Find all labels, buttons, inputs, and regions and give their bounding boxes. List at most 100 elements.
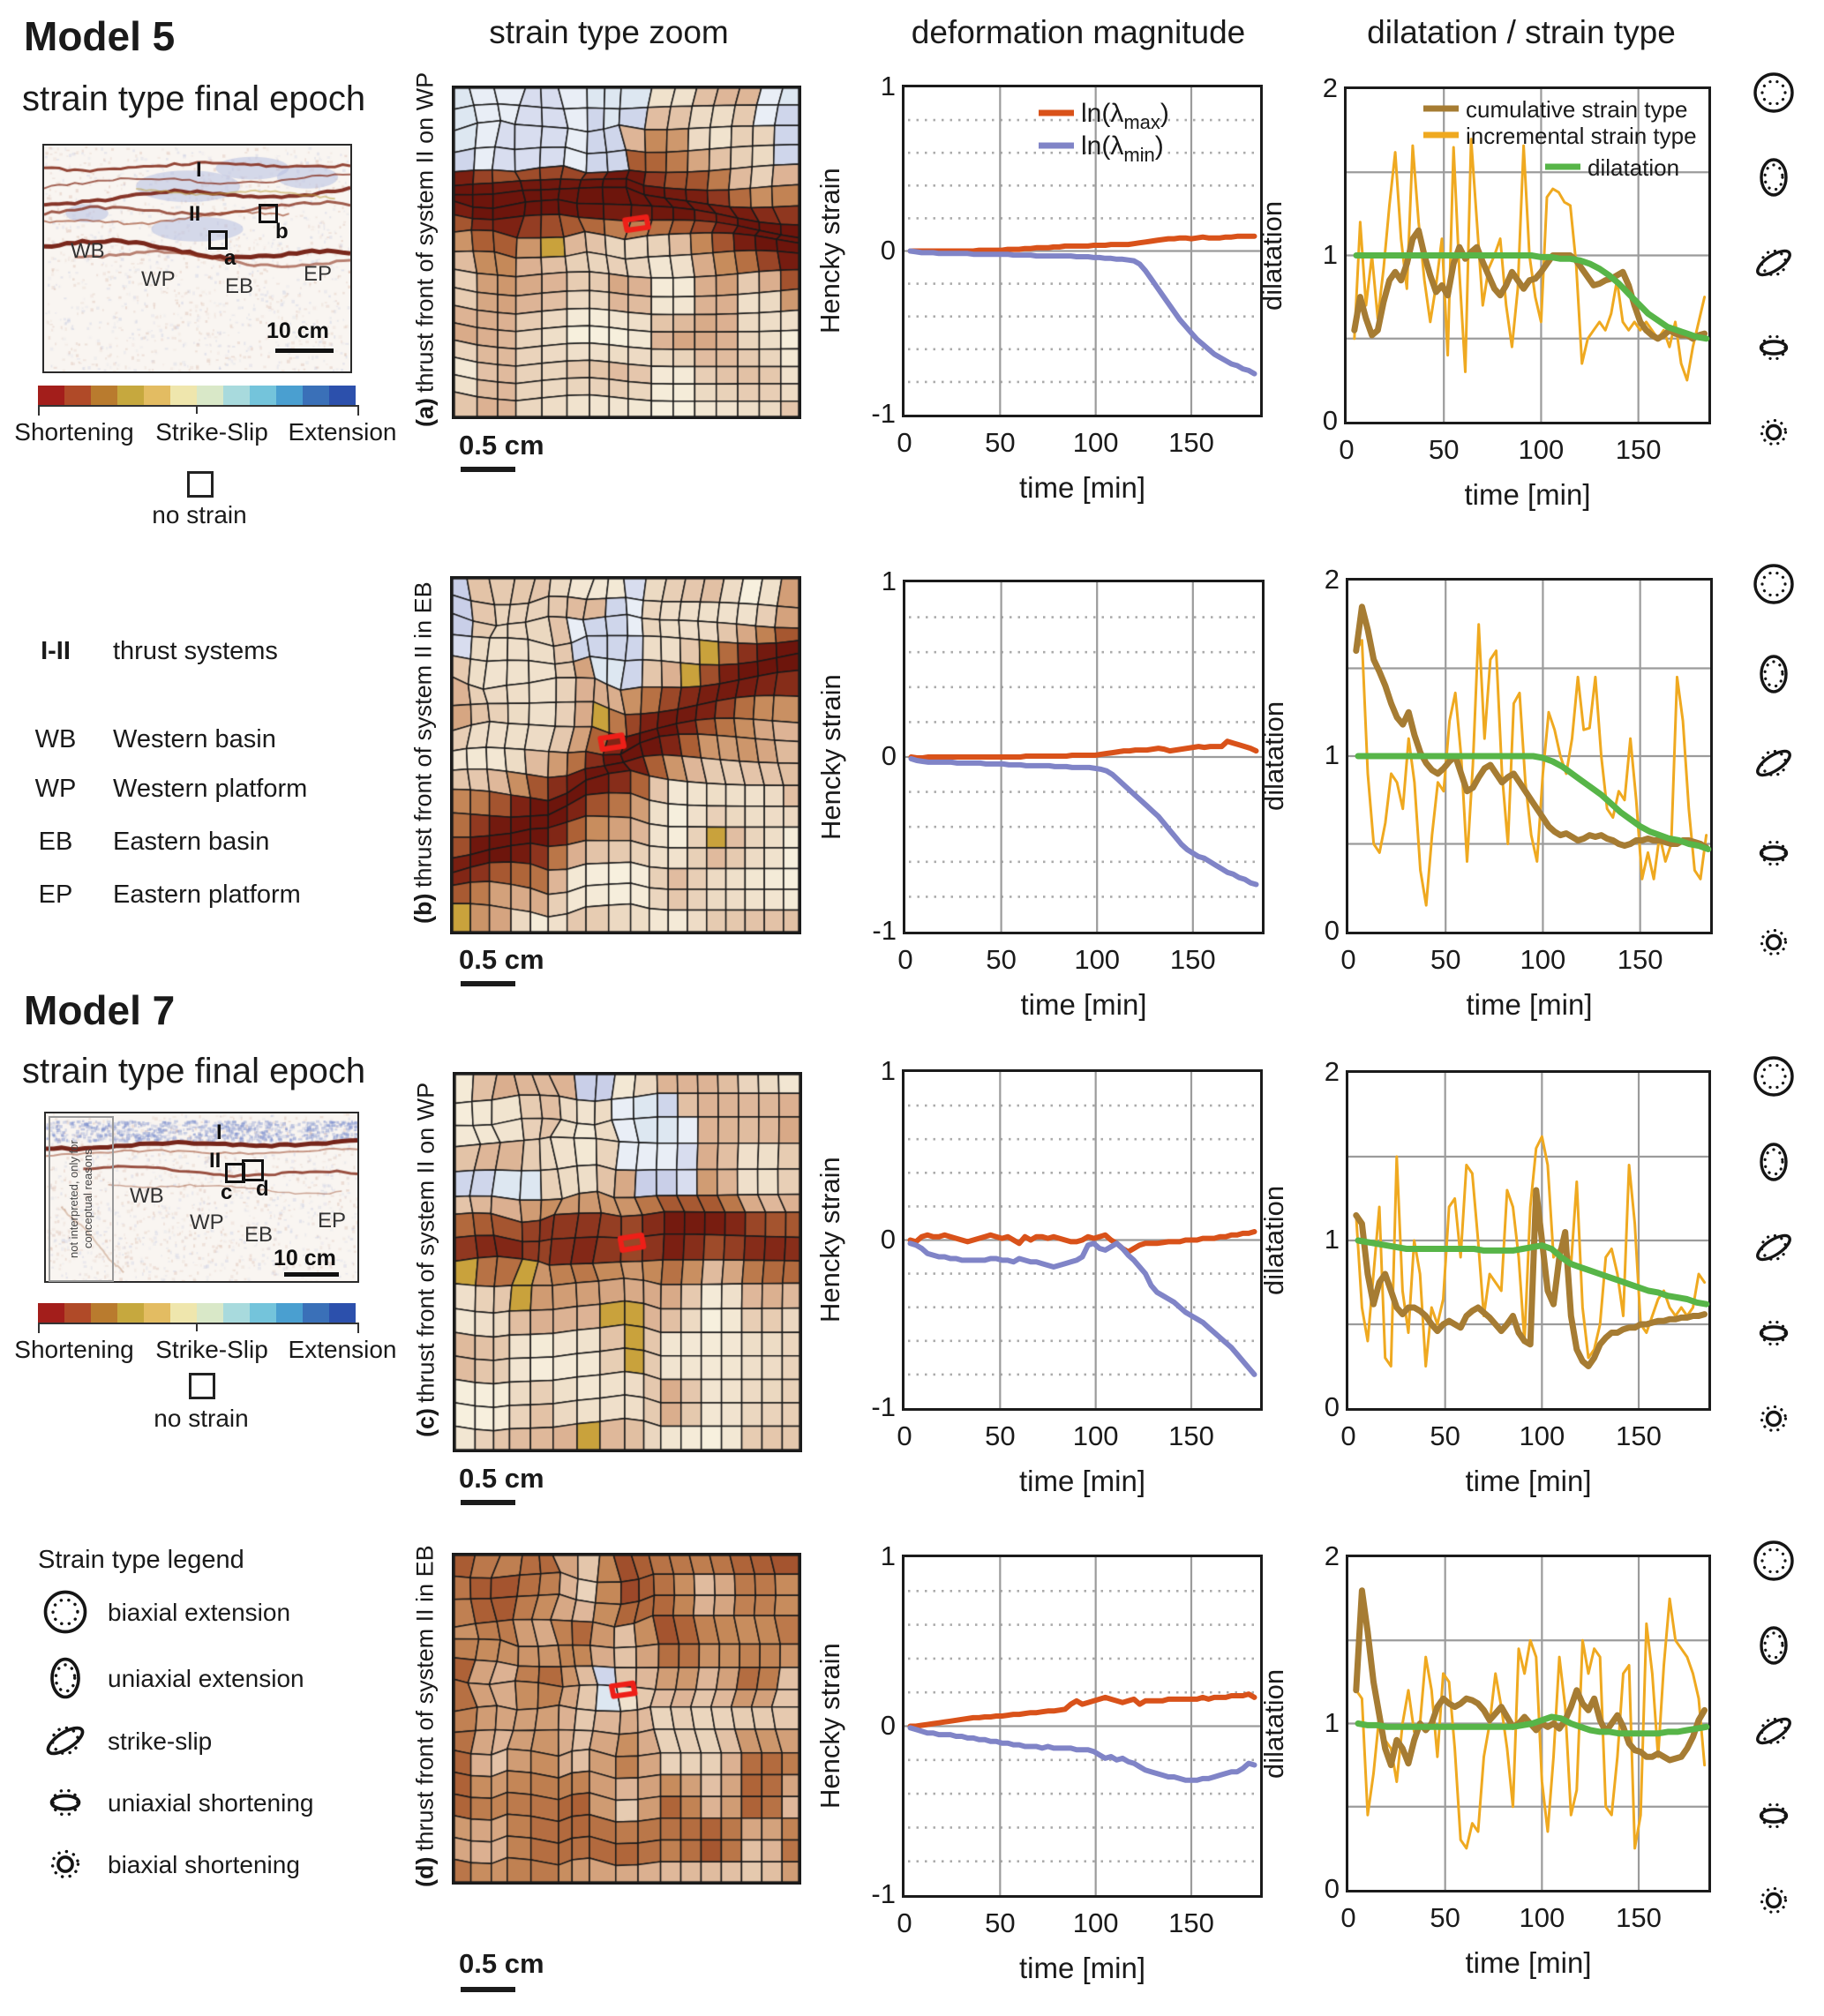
scale-10cm-bar	[284, 1272, 339, 1277]
uniaxial-extension-icon	[1749, 1137, 1798, 1187]
biaxial-extension-icon	[1749, 559, 1798, 609]
y-tick: 1	[881, 566, 897, 596]
series-ln-lambda-min	[907, 1240, 1257, 1377]
y-tick: 1	[1324, 739, 1340, 770]
mesh-canvas	[453, 579, 799, 932]
no-strain-square	[187, 471, 214, 498]
wb-label: WB	[71, 239, 105, 263]
dilatation-chart-b: 2 1 0 0 50 100 150 dilatation time [min]	[1258, 564, 1713, 1021]
model7-strain-map: not interpreted, only for conceptual rea…	[44, 1112, 359, 1283]
scale-10cm-label: 10 cm	[274, 1246, 336, 1270]
no-strain-label: no strain	[154, 1405, 249, 1432]
x-tick: 50	[1430, 1420, 1460, 1451]
legend-label: incremental strain type	[1466, 123, 1697, 149]
colorbar-shortening-label: Shortening	[14, 418, 134, 446]
y-tick: 0	[880, 1223, 896, 1255]
colorbar-segment	[276, 386, 303, 405]
x-tick: 100	[1519, 1420, 1565, 1451]
colorbar-segment	[144, 386, 170, 405]
series-dilatation	[1355, 753, 1712, 852]
uniaxial-shortening-icon	[1749, 1791, 1798, 1840]
y-tick: 2	[1324, 1056, 1340, 1087]
panel-a-tag: (a) thrust front of system II on WP	[411, 71, 439, 428]
scale-05cm-label-b: 0.5 cm	[459, 944, 544, 975]
series-cumulative-strain-type	[1351, 227, 1708, 342]
series-ln-lambda-max	[907, 1691, 1257, 1729]
y-tick: -1	[871, 398, 896, 429]
abbrev-key-wp: WP	[34, 775, 77, 803]
chart-plot-dil-b	[1348, 581, 1712, 932]
eb-label: EB	[244, 1223, 274, 1247]
y-tick: -1	[872, 915, 897, 946]
dilatation-chart-d: 2 1 0 0 50 100 150 dilatation time [min]	[1258, 1540, 1711, 1979]
x-tick: 100	[1072, 1420, 1119, 1451]
strike-slip-label: strike-slip	[108, 1727, 213, 1755]
x-tick: 150	[1169, 944, 1216, 975]
uniaxial-extension-icon	[1749, 649, 1798, 699]
x-tick: 0	[1340, 1902, 1356, 1933]
chart-plot-def-d	[904, 1557, 1260, 1895]
x-axis-label: time [min]	[1020, 988, 1147, 1021]
chart-plot-def-b	[905, 582, 1262, 932]
panel-d-tag: (d) thrust front of system II in EB	[411, 1545, 439, 1887]
y-tick: 1	[1324, 1224, 1340, 1255]
abbrev-key-wb: WB	[34, 725, 77, 753]
x-tick: 50	[986, 944, 1017, 975]
deformation-chart-d: 1 0 -1 0 50 100 150 Hencky strain time [min]	[814, 1540, 1263, 1984]
colorbar-midtick	[196, 405, 198, 414]
strike-slip-icon	[1749, 238, 1798, 288]
scale-05cm-label-c: 0.5 cm	[459, 1463, 544, 1494]
colorbar-extension-label: Extension	[288, 418, 397, 446]
panel-b-tag: (b) thrust front of system II in EB	[409, 581, 437, 924]
x-tick: 150	[1168, 1420, 1214, 1451]
chart-plot-def-c	[904, 1072, 1260, 1408]
x-tick: 0	[1340, 1420, 1356, 1451]
strain-zoom-mesh-a	[452, 86, 801, 419]
colorbar-segment	[329, 1303, 356, 1323]
panel-c-tag: (c) thrust front of system II on WP	[412, 1082, 439, 1437]
chart-plot-dil-c	[1348, 1073, 1710, 1408]
x-tick: 50	[985, 1907, 1016, 1938]
x-tick: 0	[1340, 944, 1356, 975]
y-tick: 0	[880, 234, 896, 266]
x-tick: 150	[1615, 434, 1662, 465]
y-tick: 0	[1324, 915, 1340, 946]
x-tick: 100	[1072, 427, 1119, 458]
colorbar-midtick	[196, 1323, 198, 1331]
abbrev-key-thrust: I-II	[41, 637, 71, 665]
biaxial-shortening-icon	[1749, 1876, 1798, 1925]
colorbar-strikeslip-label: Strike-Slip	[155, 1336, 268, 1363]
series-incremental-strain-type	[1355, 1135, 1707, 1368]
abbrev-key-eb: EB	[38, 828, 73, 856]
y-tick: 1	[880, 71, 896, 101]
biaxial-extension-icon	[1749, 68, 1798, 117]
biaxial-extension-icon	[39, 1585, 92, 1638]
strike-slip-icon	[1749, 738, 1798, 788]
x-tick: 0	[897, 427, 912, 458]
mesh-canvas	[454, 1555, 799, 1882]
strain-type-colorbar	[38, 386, 356, 405]
abbrev-label-ep: Eastern platform	[113, 881, 301, 909]
colorbar-segment	[38, 1303, 64, 1323]
series-ln-lambda-min	[908, 756, 1259, 888]
strain-zoom-mesh-c	[453, 1072, 802, 1452]
uniaxial-extension-icon	[39, 1652, 92, 1705]
colorbar-segment	[170, 386, 197, 405]
x-tick: 150	[1616, 1420, 1662, 1451]
zoom-column-header: strain type zoom	[489, 14, 729, 50]
scale-05cm-bar-d	[461, 1987, 515, 1992]
strike-slip-icon	[1749, 1706, 1798, 1756]
chart-plot-dil-d	[1348, 1557, 1710, 1890]
uniaxial-shortening-label: uniaxial shortening	[108, 1789, 314, 1817]
no-strain-square	[189, 1373, 215, 1399]
x-tick: 0	[897, 1907, 912, 1938]
y-axis-label: dilatation	[1258, 1668, 1289, 1779]
strain-zoom-mesh-b	[450, 576, 801, 934]
abbrev-label-thrust: thrust systems	[113, 637, 278, 665]
thrust-system-I-label: I	[196, 158, 202, 182]
y-tick: 2	[1322, 72, 1338, 103]
x-axis-label: time [min]	[1018, 471, 1146, 504]
y-tick: 0	[1322, 405, 1338, 436]
biaxial-shortening-icon	[1749, 1394, 1798, 1443]
y-tick: 0	[1324, 1391, 1340, 1422]
